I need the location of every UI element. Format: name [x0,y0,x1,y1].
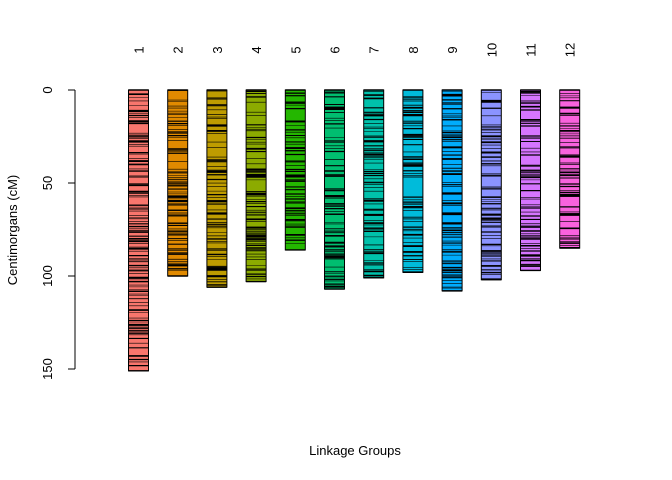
group-label: 8 [406,46,421,53]
group-label: 1 [132,46,147,53]
group-labels: 1 2 3 4 5 6 7 8 9 10 11 12 [132,43,578,57]
linkage-group-bar [246,90,267,282]
group-label: 10 [484,43,499,57]
group-label: 3 [210,46,225,53]
group-label: 6 [328,46,343,53]
linkage-group-12 [559,89,581,249]
linkage-group-8 [402,89,424,273]
linkage-group-bars [128,89,581,372]
linkage-group-outline [245,89,267,283]
linkage-group-outline [559,89,581,249]
linkage-group-bar [402,90,423,273]
group-label: 4 [249,46,264,53]
group-label: 5 [288,46,303,53]
linkage-group-6 [324,89,345,290]
marker-lines [520,89,541,272]
linkage-group-outline [441,89,463,292]
linkage-group-outline [128,89,149,372]
linkage-group-bar [520,90,541,271]
linkage-group-1 [128,89,149,372]
y-axis-title: Centimorgans (cM) [5,175,20,286]
x-axis-title: Linkage Groups [309,443,401,458]
marker-lines [285,89,306,251]
linkage-group-outline [167,89,189,277]
linkage-group-outline [284,89,306,251]
y-tick-label: 150 [40,358,55,380]
linkage-group-outline [206,89,228,288]
linkage-group-bar [206,90,227,288]
y-tick-label: 0 [40,86,55,93]
linkage-group-10 [480,89,502,281]
group-label: 7 [367,46,382,53]
marker-lines [324,89,345,290]
linkage-group-outline [402,89,424,273]
linkage-group-4 [245,89,267,283]
linkage-group-outline [520,89,541,271]
group-label: 9 [445,46,460,53]
marker-lines [559,89,580,249]
linkage-group-9 [441,89,463,292]
y-axis: 0 50 100 150 [40,86,76,380]
marker-lines [167,89,188,277]
marker-lines [442,89,463,292]
linkage-group-outline [363,89,385,279]
linkage-group-5 [284,89,306,251]
y-tick-label: 50 [40,176,55,190]
linkage-group-bar [167,90,188,276]
group-label: 2 [171,46,186,53]
group-label: 12 [563,43,578,57]
y-tick-label: 100 [40,265,55,287]
linkage-group-outline [480,89,502,281]
group-label: 11 [524,43,539,57]
linkage-group-2 [167,89,189,277]
linkage-group-3 [206,89,228,288]
linkage-group-11 [520,89,541,272]
linkage-group-7 [363,89,385,279]
linkage-group-outline [324,89,345,290]
marker-lines [246,89,267,283]
